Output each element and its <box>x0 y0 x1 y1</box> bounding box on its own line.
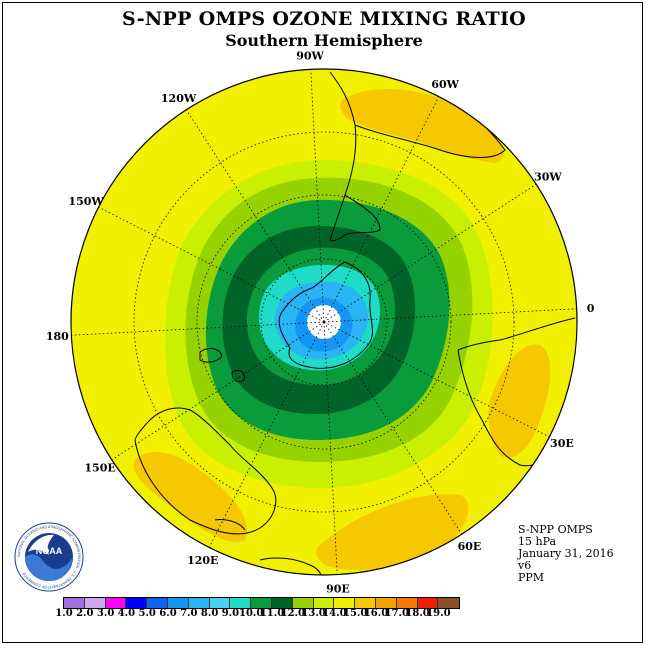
colorbar-label: 12.0 <box>280 608 305 619</box>
map-boundary <box>70 68 578 576</box>
colorbar-swatch <box>167 598 189 608</box>
colorbar-label: 2.0 <box>76 608 94 619</box>
antarctica-coast <box>278 261 373 369</box>
colorbar-swatch <box>355 598 376 608</box>
colorbar-swatch <box>188 598 210 608</box>
longitude-label: 150W <box>68 195 104 208</box>
product-info: S-NPP OMPS 15 hPa January 31, 2016 v6 PP… <box>518 524 614 584</box>
colorbar-label: 8.0 <box>200 608 219 619</box>
colorbar-swatch <box>334 598 356 608</box>
colorbar-label: 7.0 <box>180 608 198 619</box>
colorbar-label: 4.0 <box>117 608 136 619</box>
colorbar-label: 6.0 <box>159 608 177 619</box>
noaa-logo: NOAA NATIONAL OCEANIC AND ATMOSPHERIC AD… <box>14 522 84 592</box>
colorbar-label: 1.0 <box>55 608 73 619</box>
longitude-labels: 90W 60W 30W 0 30E 60E 90E 120E 150E 180 150W 120W <box>46 49 595 595</box>
longitude-label: 90W <box>296 49 324 62</box>
colorbar-swatch <box>105 598 127 608</box>
colorbar-swatch <box>84 598 106 608</box>
colorbar-labels: 1.0 2.0 3.0 4.0 5.0 6.0 7.0 8.0 9.0 10.0 11.0 12.0 1… <box>0 608 648 622</box>
longitude-label: 120W <box>161 92 197 105</box>
colorbar <box>63 597 461 609</box>
longitude-label: 60E <box>458 540 482 553</box>
colorbar-swatch <box>209 598 231 608</box>
product-name: S-NPP OMPS <box>518 523 593 536</box>
colorbar-swatch <box>375 598 397 608</box>
longitude-label: 90E <box>326 583 350 596</box>
colorbar-swatch <box>438 598 460 608</box>
logo-text: NOAA <box>36 546 63 556</box>
colorbar-label: 9.0 <box>221 608 240 619</box>
longitude-label: 150E <box>84 461 115 474</box>
colorbar-label: 17.0 <box>384 608 409 619</box>
colorbar-swatch <box>396 598 418 608</box>
colorbar-label: 5.0 <box>138 608 156 619</box>
longitude-label: 60W <box>431 78 459 91</box>
longitude-label: 120E <box>187 554 218 567</box>
pressure-level: 15 hPa <box>518 535 557 548</box>
colorbar-swatch <box>251 598 272 608</box>
colorbar-swatch <box>417 598 439 608</box>
colorbar-label: 18.0 <box>405 608 430 619</box>
colorbar-label: 15.0 <box>343 608 368 619</box>
colorbar-swatch <box>126 598 148 608</box>
units-label: PPM <box>518 571 545 584</box>
southeast-asia-coast <box>214 519 323 575</box>
new-zealand-coast <box>199 348 245 383</box>
colorbar-swatch <box>292 598 314 608</box>
colorbar-label: 14.0 <box>322 608 347 619</box>
colorbar-label: 13.0 <box>301 608 326 619</box>
colorbar-label: 16.0 <box>363 608 389 619</box>
colorbar-swatch <box>64 598 85 608</box>
colorbar-label: 10.0 <box>239 608 264 619</box>
map-frame <box>2 2 643 643</box>
longitude-label: 0 <box>587 302 595 315</box>
product-version: v6 <box>518 559 532 572</box>
contour-15-patch <box>340 88 504 163</box>
colorbar-label: 19.0 <box>426 608 451 619</box>
colorbar-swatch <box>313 598 335 608</box>
longitude-label: 180 <box>46 330 69 343</box>
colorbar-swatch <box>147 598 168 608</box>
colorbar-label: 11.0 <box>259 608 285 619</box>
pole-marker <box>322 320 326 324</box>
page-title: S-NPP OMPS OZONE MIXING RATIO <box>121 8 527 30</box>
colorbar-swatch <box>271 598 293 608</box>
graticule <box>71 69 577 575</box>
colorbar-swatch <box>230 598 252 608</box>
longitude-label: 30W <box>534 171 562 184</box>
page-subtitle: Southern Hemisphere <box>225 31 423 50</box>
colorbar-label: 3.0 <box>96 608 115 619</box>
coastlines <box>134 71 576 575</box>
observation-date: January 31, 2016 <box>518 547 614 560</box>
longitude-label: 30E <box>550 437 574 450</box>
australia-coast <box>134 407 277 535</box>
